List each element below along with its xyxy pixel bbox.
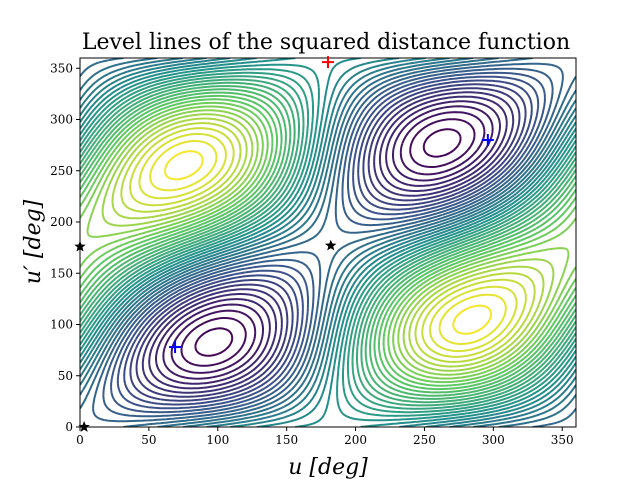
x-tick-label: 350 xyxy=(551,433,574,447)
x-tick-label: 250 xyxy=(413,433,436,447)
level-line xyxy=(162,105,494,380)
level-line xyxy=(170,111,486,374)
level-line xyxy=(80,75,576,410)
level-line xyxy=(80,58,576,427)
level-line xyxy=(86,109,570,376)
level-line xyxy=(129,83,527,402)
markers xyxy=(74,56,494,432)
star-marker xyxy=(325,239,337,251)
x-tick-label: 300 xyxy=(482,433,505,447)
y-tick-label: 250 xyxy=(50,164,73,178)
y-tick-label: 300 xyxy=(50,113,73,127)
level-line xyxy=(80,58,576,427)
level-line xyxy=(155,100,501,385)
chart-title: Level lines of the squared distance func… xyxy=(82,30,570,55)
level-line xyxy=(102,67,554,418)
level-line xyxy=(180,118,476,367)
level-line xyxy=(116,75,540,410)
level-line xyxy=(80,94,576,391)
plus-marker xyxy=(322,56,334,69)
plus-marker xyxy=(169,341,182,354)
x-axis-label: u [deg] xyxy=(288,455,368,480)
level-line xyxy=(123,79,533,406)
star-marker xyxy=(78,421,90,432)
level-line xyxy=(101,113,555,372)
axis-ticks: 0 50 100 150 200 250 300 350 0 50 100 150 200 250 300 3… xyxy=(50,61,574,447)
y-axis-label: u′ [deg] xyxy=(21,199,46,284)
x-tick-label: 200 xyxy=(344,433,367,447)
x-tick-label: 0 xyxy=(76,433,84,447)
level-line xyxy=(141,91,515,394)
level-line xyxy=(129,127,527,358)
level-line xyxy=(194,128,462,357)
level-line xyxy=(110,71,546,414)
y-tick-label: 200 xyxy=(50,215,73,229)
level-line xyxy=(80,88,576,397)
level-line xyxy=(80,91,576,394)
y-tick-label: 350 xyxy=(50,61,73,75)
x-tick-label: 150 xyxy=(275,433,298,447)
level-line xyxy=(148,95,508,390)
level-line xyxy=(135,87,521,398)
y-tick-label: 100 xyxy=(50,318,73,332)
level-line xyxy=(111,117,545,368)
star-marker xyxy=(74,240,86,252)
level-line xyxy=(80,63,576,422)
level-line xyxy=(138,132,518,353)
plus-marker xyxy=(481,134,494,146)
plot-area xyxy=(80,58,576,427)
level-line xyxy=(149,140,507,345)
level-line xyxy=(120,122,536,363)
level-line xyxy=(92,62,564,423)
y-tick-label: 150 xyxy=(50,266,73,280)
y-tick-label: 0 xyxy=(65,420,73,434)
x-tick-label: 50 xyxy=(141,433,156,447)
y-tick-label: 50 xyxy=(58,369,73,383)
level-line xyxy=(163,150,493,335)
level-line xyxy=(80,71,576,414)
level-line xyxy=(80,78,576,407)
x-tick-label: 100 xyxy=(206,433,229,447)
